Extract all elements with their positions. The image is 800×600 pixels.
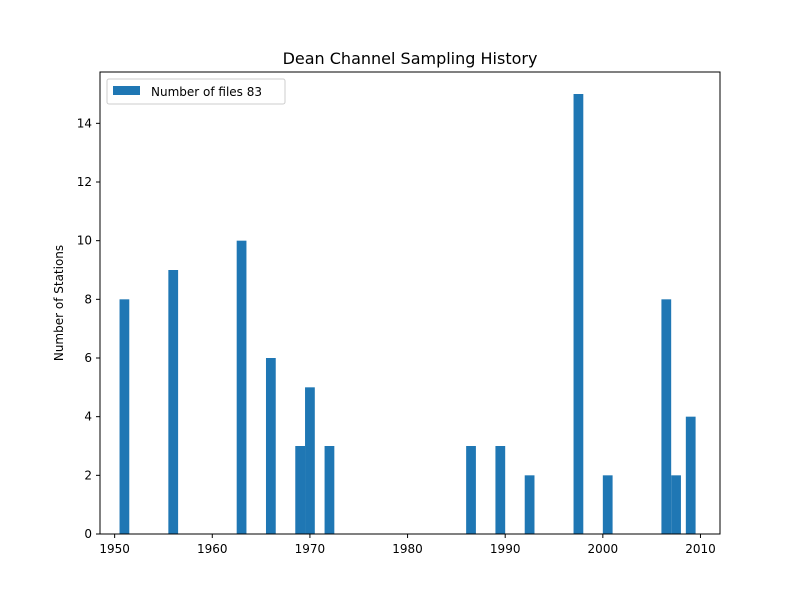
x-tick-label: 1960 bbox=[197, 542, 228, 556]
bar bbox=[495, 446, 506, 534]
legend-label: Number of files 83 bbox=[151, 85, 262, 99]
bar bbox=[524, 475, 535, 534]
y-tick-label: 2 bbox=[84, 468, 92, 482]
x-tick-label: 1980 bbox=[392, 542, 423, 556]
bar bbox=[168, 270, 179, 534]
y-tick-label: 0 bbox=[84, 527, 92, 541]
bar bbox=[119, 299, 130, 534]
y-tick-label: 10 bbox=[77, 234, 92, 248]
bar bbox=[661, 299, 672, 534]
y-axis-label: Number of Stations bbox=[52, 245, 66, 361]
y-tick-label: 12 bbox=[77, 175, 92, 189]
chart-title: Dean Channel Sampling History bbox=[283, 49, 538, 68]
y-tick-label: 14 bbox=[77, 116, 92, 130]
bars bbox=[119, 94, 696, 535]
bar bbox=[305, 387, 315, 534]
legend: Number of files 83 bbox=[106, 78, 286, 105]
bar bbox=[295, 446, 306, 534]
legend-box bbox=[106, 78, 286, 105]
bar bbox=[671, 475, 681, 534]
y-tick-label: 8 bbox=[84, 292, 92, 306]
axis-ticks: 1950 1960 1970 1980 1990 2000 2010 0 2 4 6 8 10 12 14 bbox=[77, 116, 716, 556]
bar bbox=[685, 416, 696, 534]
bar bbox=[466, 446, 476, 534]
y-tick-label: 4 bbox=[84, 410, 92, 424]
bar bbox=[573, 94, 584, 534]
x-tick-label: 2000 bbox=[588, 542, 619, 556]
x-tick-label: 1970 bbox=[295, 542, 326, 556]
legend-swatch bbox=[113, 86, 140, 95]
bar bbox=[324, 446, 335, 534]
y-tick-label: 6 bbox=[84, 351, 92, 365]
plot-frame bbox=[99, 71, 721, 535]
bar bbox=[602, 475, 613, 534]
x-tick-label: 2010 bbox=[685, 542, 716, 556]
bar bbox=[236, 240, 247, 535]
bar bbox=[265, 358, 276, 534]
x-tick-label: 1950 bbox=[99, 542, 130, 556]
x-tick-label: 1990 bbox=[490, 542, 521, 556]
